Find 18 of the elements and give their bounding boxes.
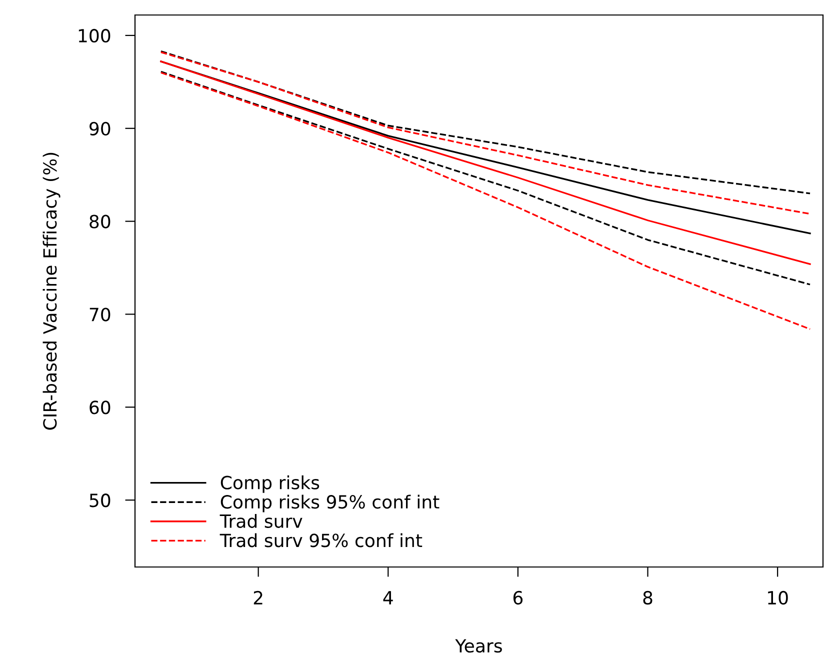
legend-label: Trad surv [220,514,302,528]
line-series [160,72,811,330]
y-tick-label: 80 [90,214,110,228]
y-axis-title: CIR-based Vaccine Efficacy (%) [42,152,60,430]
legend-label: Comp risks [220,475,320,493]
x-tick-label: 10 [768,590,788,605]
legend-label: Comp risks 95% conf int [220,494,440,512]
x-tick-label: 6 [513,590,523,605]
x-axis-title: Years [455,639,502,653]
y-tick-label: 100 [78,28,110,43]
x-tick-label: 2 [254,590,262,604]
y-tick-label: 60 [90,400,110,414]
y-tick-label: 70 [90,308,110,322]
x-tick-label: 8 [643,590,652,605]
y-tick-label: 90 [90,122,110,136]
x-tick-label: 4 [383,591,393,604]
y-tick-label: 50 [90,494,110,508]
legend-label: Trad surv 95% conf int [220,533,422,548]
